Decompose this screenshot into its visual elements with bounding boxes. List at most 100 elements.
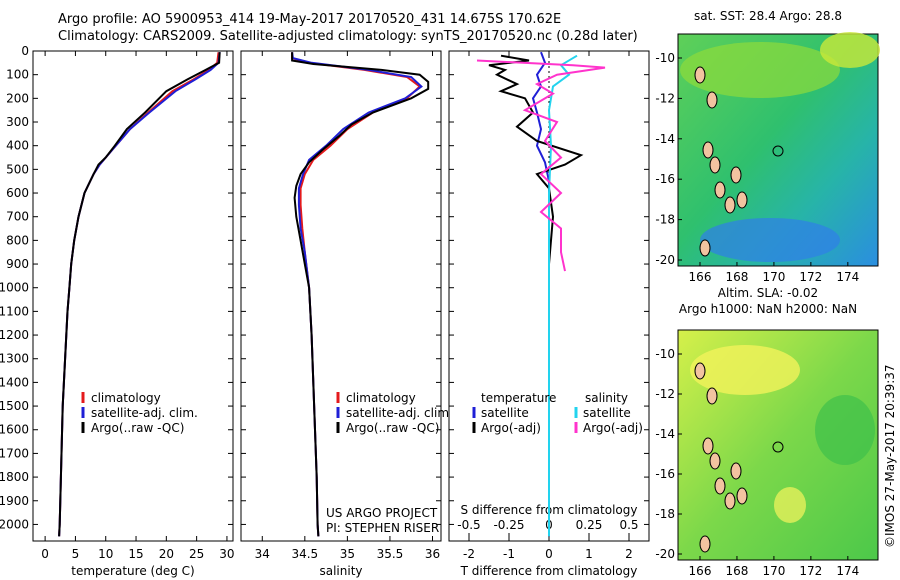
argo-float-marker [772,145,784,157]
map-island [724,196,736,214]
y-tick-label: 1300 [0,352,29,366]
y-tick-label: 1400 [0,375,29,389]
x-axis-label: salinity [319,564,362,578]
x2-tick-label: 0.25 [576,518,603,532]
x-tick-label: 1 [585,547,593,561]
x-tick-label: 0 [545,547,553,561]
map-island [702,141,714,159]
series-line-2 [291,52,430,537]
map-low-patch [815,395,875,465]
x-tick-label: 25 [189,547,204,561]
panel-frame-0 [32,50,234,542]
x2-tick-label: 0.5 [619,518,638,532]
map-island [694,66,706,84]
map-y-tick-label: -10 [655,51,675,65]
x-tick-label: 15 [128,547,143,561]
map-island [724,492,736,510]
series-line-2 [547,54,578,537]
x-tick-label: 35 [340,547,355,561]
legend-label: Argo(..raw -QC) [346,421,439,435]
series-line-3 [476,59,606,272]
x-tick-label: -1 [503,547,515,561]
x-tick-label: 30 [219,547,234,561]
x-tick-label: 34 [255,547,270,561]
map-x-tick-label: 170 [762,270,785,284]
map-island [706,91,718,109]
x-tick-label: 20 [159,547,174,561]
credit-line1: US ARGO PROJECT [326,506,438,520]
y-tick-label: 300 [6,115,29,129]
legend-label: salinity [585,391,628,405]
map-y-tick-label: -14 [655,132,675,146]
legend-label: Argo(..raw -QC) [91,421,184,435]
y-tick-label: 2000 [0,517,29,531]
x-tick-label: 35.5 [377,547,404,561]
y-tick-label: 400 [6,139,29,153]
map-island [709,156,721,174]
map-island [709,452,721,470]
series-line-2 [58,52,221,537]
y-tick-label: 1500 [0,399,29,413]
map-island [702,437,714,455]
map-warm-patch [680,42,840,98]
map-x-tick-label: 174 [836,564,859,578]
map-island [699,535,711,553]
credit-line2: PI: STEPHEN RISER [326,521,439,535]
map-x-tick-label: 166 [689,270,712,284]
y-tick-label: 1800 [0,470,29,484]
map-subtitle: Argo h1000: NaN h2000: NaN [679,302,857,316]
map-x-tick-label: 172 [799,564,822,578]
map-y-tick-label: -12 [655,387,675,401]
x-tick-label: -2 [463,547,475,561]
x-tick-label: 36 [425,547,440,561]
copyright-stamp: ©IMOS 27-May-2017 20:39:37 [883,364,897,548]
legend-label: satellite-adj. clim. [91,406,198,420]
y-tick-label: 1200 [0,328,29,342]
map-warm-patch [820,32,880,68]
legend-label: Argo(-adj) [481,421,541,435]
y-tick-label: 700 [6,210,29,224]
x-tick-label: 5 [72,547,80,561]
y-tick-label: 1000 [0,281,29,295]
map-title: sat. SST: 28.4 Argo: 28.8 [694,9,842,23]
legend-label: climatology [91,391,161,405]
map-island [736,191,748,209]
map-y-tick-label: -18 [655,213,675,227]
map-y-tick-label: -20 [655,547,675,561]
map-x-tick-label: 168 [726,564,749,578]
map-cool-patch [700,218,840,262]
legend-label: temperature [481,391,556,405]
x2-tick-label: -0.25 [493,518,524,532]
y-tick-label: 200 [6,91,29,105]
legend-label: Argo(-adj) [583,421,643,435]
x-axis-label: T difference from climatology [460,564,638,578]
map-y-tick-label: -14 [655,427,675,441]
map-x-tick-label: 174 [836,270,859,284]
argo-float-marker [772,441,784,453]
legend-label: satellite [583,406,631,420]
x-axis-label: temperature (deg C) [71,564,194,578]
map-y-tick-label: -10 [655,347,675,361]
map-island [706,387,718,405]
map-y-tick-label: -18 [655,507,675,521]
map-island [736,487,748,505]
map-island [699,239,711,257]
map-high-patch [690,345,800,395]
map-island [730,462,742,480]
map-y-tick-label: -20 [655,253,675,267]
legend-label: satellite-adj. clim. [346,406,453,420]
y-tick-label: 1900 [0,494,29,508]
y-tick-label: 600 [6,186,29,200]
map-island [714,181,726,199]
x-tick-label: 34.5 [291,547,318,561]
x-tick-label: 2 [625,547,633,561]
y-tick-label: 100 [6,68,29,82]
map-island [730,166,742,184]
map-island [694,362,706,380]
legend-label: satellite [481,406,529,420]
map-island [714,477,726,495]
panel-frame-1 [240,50,442,542]
y-tick-label: 900 [6,257,29,271]
map-y-tick-label: -12 [655,91,675,105]
